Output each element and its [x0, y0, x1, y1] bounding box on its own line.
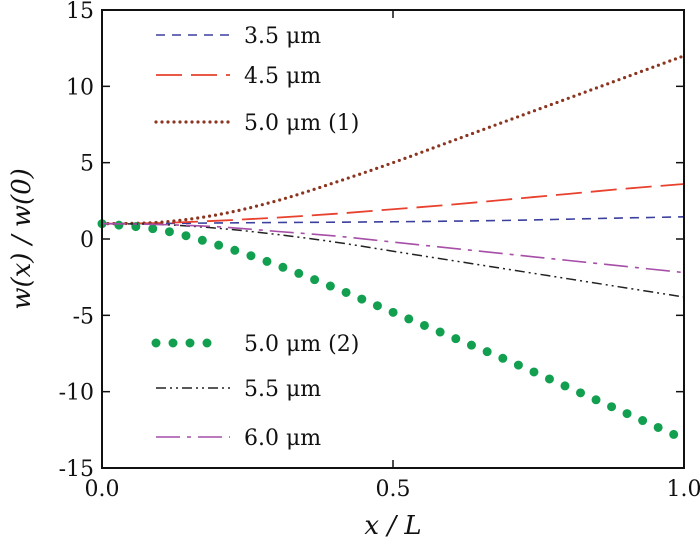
legend-label-3: 5.0 μm (1)	[244, 111, 359, 136]
legend-label-6: 6.0 μm	[244, 426, 321, 451]
series-line-5	[101, 222, 685, 298]
legend-label-2: 4.5 μm	[244, 64, 321, 89]
x-tick-label: 1.0	[667, 477, 700, 502]
plot-frame	[101, 9, 685, 469]
legend-label-4: 5.0 μm (2)	[244, 332, 359, 357]
y-tick-label: -5	[73, 304, 94, 329]
y-tick-label: -10	[59, 381, 94, 406]
legend-label-1: 3.5 μm	[244, 24, 321, 49]
ticks-layer: 0.0 0.5 1.0 15 10 5 0 -5 -10 -15	[59, 0, 700, 502]
series-line-1	[101, 216, 685, 225]
series-line-6	[101, 222, 685, 274]
series-line-4	[97, 219, 689, 444]
y-axis-label: w(x) / w(0)	[7, 168, 37, 310]
series-line-2	[101, 183, 685, 225]
x-axis-label: x / L	[364, 511, 421, 541]
x-tick-label: 0.0	[85, 477, 120, 502]
y-tick-label: 0	[80, 228, 94, 253]
legend: 3.5 μm 4.5 μm 5.0 μm (1) 5.0 μm (2) 5.5 μm 6.…	[151, 24, 359, 451]
y-tick-label: 10	[66, 75, 94, 100]
y-tick-label: -15	[59, 457, 94, 482]
series-line-3	[100, 54, 686, 226]
series-layer	[97, 54, 689, 444]
y-tick-label: 15	[66, 0, 94, 24]
y-tick-label: 5	[80, 152, 94, 177]
legend-label-5: 5.5 μm	[244, 377, 321, 402]
x-tick-label: 0.5	[376, 477, 411, 502]
